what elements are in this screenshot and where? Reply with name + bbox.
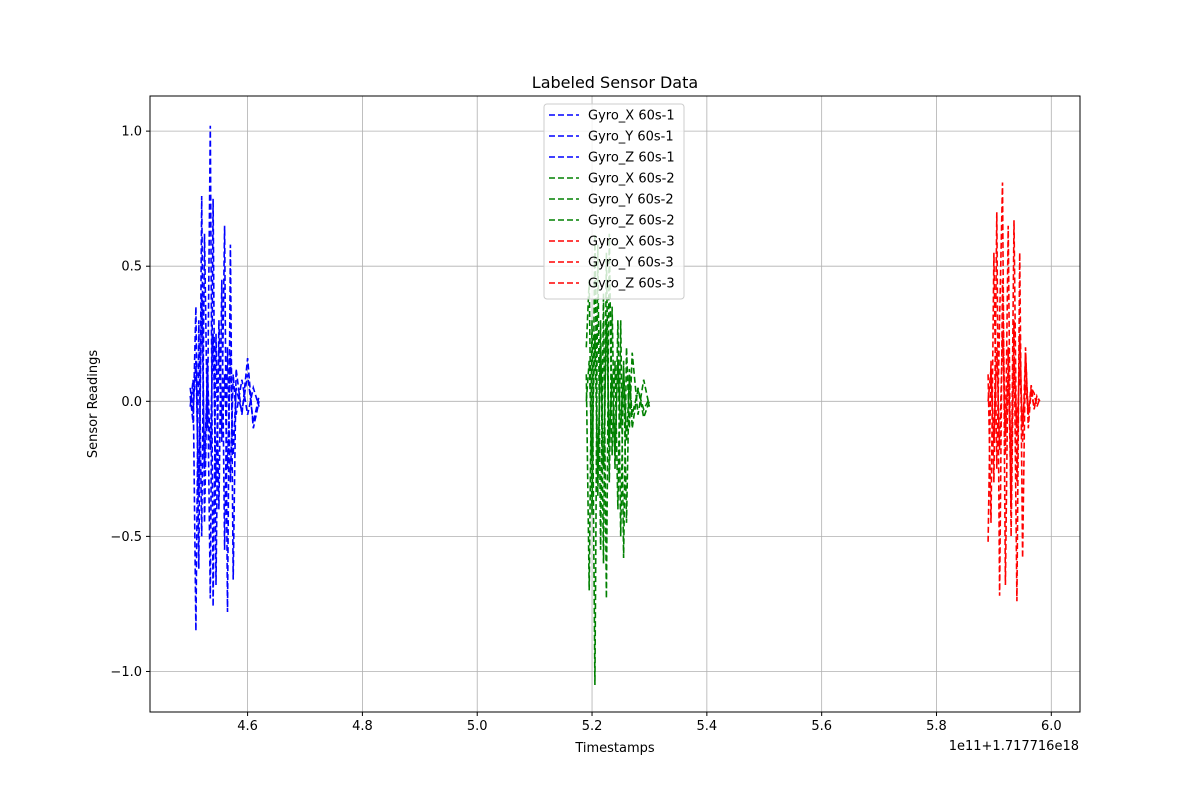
legend-label: Gyro_Z 60s-2 [588,214,675,229]
x-tick-label: 5.8 [926,719,947,734]
legend-label: Gyro_Z 60s-1 [588,151,675,166]
chart-title: Labeled Sensor Data [532,73,698,92]
series-line [987,212,1041,602]
y-tick-label: 0.5 [121,260,142,275]
legend-label: Gyro_X 60s-3 [588,235,675,250]
legend-label: Gyro_X 60s-2 [588,172,675,187]
plot-area-frame [149,95,1081,713]
legend-label: Gyro_Y 60s-3 [588,256,674,271]
series-line [987,182,1041,586]
series-line [189,293,260,496]
legend-box [543,103,685,300]
legend-label: Gyro_Z 60s-3 [588,277,675,292]
x-tick-label: 5.6 [811,719,832,734]
series-line [987,333,1041,456]
legend: Gyro_X 60s-1 Gyro_Y 60s-1 Gyro_Z 60s-1 Gyro… [543,103,685,300]
x-tick-label: 5.2 [582,719,603,734]
x-tick-label: 5.0 [467,719,488,734]
y-tick-label: 0.0 [121,395,142,410]
y-tick-label: −1.0 [110,665,142,680]
series-line [585,320,651,483]
series-line [585,233,651,564]
series-layer [189,125,1041,686]
ticks-layer: 4.6 4.8 5.0 5.2 5.4 5.6 5.8 6.0 −1.0 −0.5 0.0 0.5 1.… [110,125,1061,734]
x-axis-label: Timestamps [574,741,655,756]
legend-label: Gyro_X 60s-1 [588,109,675,124]
x-tick-label: 4.8 [352,719,373,734]
y-tick-label: 1.0 [121,125,142,140]
y-axis-label: Sensor Readings [86,350,101,458]
legend-label: Gyro_Y 60s-1 [588,130,674,145]
series-line [189,125,260,631]
series-line [189,195,260,613]
x-tick-label: 5.4 [697,719,718,734]
x-tick-label: 6.0 [1041,719,1062,734]
legend-label: Gyro_Y 60s-2 [588,193,674,208]
x-offset-label: 1e11+1.717716e18 [949,739,1079,754]
x-tick-label: 4.6 [237,719,258,734]
y-tick-label: −0.5 [110,530,142,545]
